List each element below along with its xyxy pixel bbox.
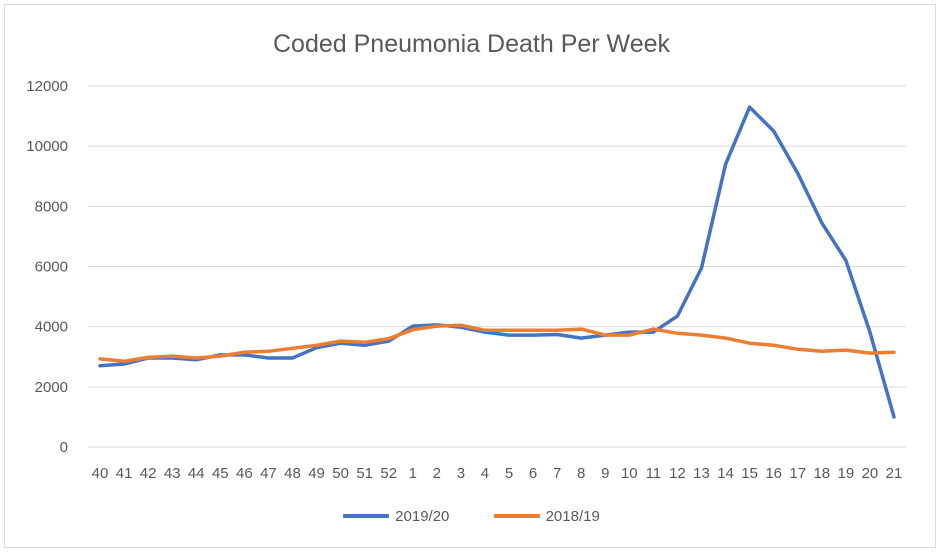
x-tick-label: 1 xyxy=(409,465,417,482)
x-tick-label: 11 xyxy=(646,465,662,482)
x-tick-label: 40 xyxy=(92,465,109,482)
x-tick-label: 44 xyxy=(188,465,205,482)
y-tick-label: 2000 xyxy=(35,379,68,396)
legend-swatch-2018-19 xyxy=(493,514,540,518)
x-tick-label: 45 xyxy=(212,465,229,482)
x-tick-label: 14 xyxy=(717,465,734,482)
x-tick-label: 46 xyxy=(236,465,253,482)
x-tick-label: 16 xyxy=(765,465,782,482)
legend-item-2018-19: 2018/19 xyxy=(493,507,600,525)
x-tick-label: 13 xyxy=(693,465,710,482)
legend-label-2018-19: 2018/19 xyxy=(545,507,600,525)
x-tick-label: 6 xyxy=(529,465,537,482)
x-tick-label: 21 xyxy=(886,465,903,482)
legend-item-2019-20: 2019/20 xyxy=(343,508,449,525)
y-tick-label: 10000 xyxy=(26,138,68,155)
x-tick-label: 15 xyxy=(741,465,758,482)
x-tick-label: 7 xyxy=(553,465,561,482)
x-tick-label: 41 xyxy=(116,465,133,482)
x-tick-label: 4 xyxy=(481,465,489,482)
y-tick-label: 6000 xyxy=(35,259,68,276)
x-tick-label: 52 xyxy=(380,465,397,482)
series-lines xyxy=(98,105,896,419)
legend-label-2019-20: 2019/20 xyxy=(395,507,450,525)
x-tick-label: 8 xyxy=(577,465,585,482)
x-tick-label: 43 xyxy=(164,465,181,482)
x-tick-label: 47 xyxy=(260,465,277,482)
x-tick-label: 20 xyxy=(862,465,879,482)
x-tick-label: 48 xyxy=(284,465,301,482)
x-tick-label: 51 xyxy=(356,465,373,482)
chart-frame xyxy=(4,4,936,548)
legend: 2019/20 2018/19 xyxy=(0,505,943,525)
x-tick-label: 19 xyxy=(838,465,855,482)
x-tick-label: 42 xyxy=(140,465,157,482)
legend-swatch-2019-20 xyxy=(343,514,390,518)
y-tick-label: 8000 xyxy=(35,198,68,215)
chart-title: Coded Pneumonia Death Per Week xyxy=(273,30,670,58)
y-tick-label: 4000 xyxy=(35,319,68,336)
x-tick-label: 49 xyxy=(308,465,325,482)
y-tick-label: 0 xyxy=(60,439,68,456)
x-tick-label: 18 xyxy=(813,465,830,482)
gridlines xyxy=(88,85,906,448)
x-tick-label: 17 xyxy=(789,465,806,482)
x-tick-label: 2 xyxy=(433,465,441,482)
x-tick-label: 50 xyxy=(332,465,349,482)
x-tick-label: 5 xyxy=(505,465,513,482)
x-tick-label: 3 xyxy=(457,465,465,482)
y-axis-ticks: 0 2000 4000 6000 8000 10000 12000 xyxy=(26,78,68,456)
x-axis-ticks: 40 41 42 43 44 45 46 47 48 49 50 51 52 1 2 3 4 5 6 7 8 9 10 11 1… xyxy=(92,465,903,482)
series-line-2018-19 xyxy=(98,323,896,364)
x-tick-label: 12 xyxy=(669,465,686,482)
x-tick-label: 9 xyxy=(601,465,609,482)
series-line-2019-20 xyxy=(98,105,896,419)
y-tick-label: 12000 xyxy=(26,78,68,95)
x-tick-label: 10 xyxy=(621,465,638,482)
